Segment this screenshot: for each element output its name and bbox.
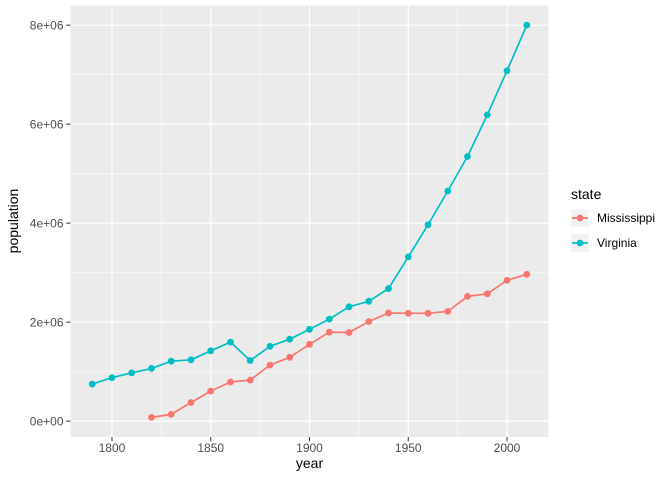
x-axis-title: year [295, 455, 324, 471]
data-point-virginia [345, 303, 353, 311]
x-tick-label: 1950 [395, 441, 422, 455]
legend-key-virginia-icon [571, 234, 589, 252]
data-point-mississippi [286, 353, 294, 361]
data-point-virginia [404, 253, 412, 261]
x-tick-label: 1850 [197, 441, 224, 455]
data-point-virginia [227, 338, 234, 346]
legend-key-glyph [572, 214, 588, 222]
data-point-virginia [503, 67, 511, 75]
data-point-mississippi [148, 414, 155, 421]
data-point-virginia [424, 221, 432, 229]
legend-item-mississippi: Mississippi [571, 209, 655, 227]
y-tick-label: 0e+00 [30, 414, 64, 428]
legend-item-virginia: Virginia [571, 234, 655, 252]
data-point-virginia [523, 21, 531, 29]
data-point-virginia [306, 325, 313, 333]
data-point-virginia [128, 369, 136, 377]
data-point-virginia [246, 357, 254, 364]
data-point-mississippi [207, 387, 215, 395]
y-axis-title: population [5, 188, 21, 254]
data-point-virginia [325, 315, 333, 323]
data-point-mississippi [404, 309, 412, 317]
data-point-mississippi [444, 308, 452, 315]
data-point-virginia [483, 111, 491, 119]
data-point-mississippi [385, 309, 392, 317]
data-point-virginia [108, 374, 116, 381]
data-point-mississippi [227, 378, 234, 386]
x-tick-label: 2000 [494, 441, 521, 455]
legend-title: state [571, 186, 602, 202]
data-point-virginia [464, 153, 471, 160]
data-point-virginia [365, 297, 373, 305]
legend: state Mississippi Virginia [571, 186, 655, 259]
data-point-mississippi [523, 270, 531, 278]
data-point-mississippi [424, 309, 432, 317]
data-point-mississippi [483, 290, 491, 298]
data-point-mississippi [167, 411, 175, 418]
data-point-virginia [286, 335, 294, 343]
legend-point-virginia [576, 239, 584, 247]
data-point-mississippi [246, 376, 254, 384]
legend-key-glyph [572, 239, 588, 247]
data-point-virginia [187, 356, 195, 364]
y-tick-label: 8e+06 [30, 18, 64, 32]
y-tick-label: 2e+06 [30, 315, 64, 329]
data-point-mississippi [345, 329, 353, 336]
x-tick-label: 1800 [99, 441, 126, 455]
data-point-mississippi [187, 399, 195, 406]
legend-label-mississippi: Mississippi [597, 211, 656, 225]
data-point-virginia [88, 380, 96, 388]
data-point-mississippi [365, 318, 373, 325]
y-tick-label: 4e+06 [30, 216, 64, 230]
legend-label-virginia: Virginia [597, 236, 637, 250]
data-point-virginia [148, 365, 155, 372]
data-point-mississippi [503, 276, 511, 284]
y-tick-label: 6e+06 [30, 117, 64, 131]
data-point-virginia [207, 347, 215, 355]
data-point-mississippi [325, 328, 333, 336]
data-point-mississippi [266, 361, 274, 369]
data-point-virginia [167, 357, 175, 365]
data-point-virginia [444, 187, 452, 195]
data-point-mississippi [306, 340, 313, 348]
data-point-mississippi [464, 293, 471, 300]
data-point-virginia [266, 342, 274, 350]
series-line-mississippi [151, 273, 528, 419]
data-point-virginia [385, 285, 392, 292]
legend-point-mississippi [576, 214, 584, 222]
x-tick-label: 1900 [296, 441, 323, 455]
legend-key-mississippi-icon [571, 209, 589, 227]
